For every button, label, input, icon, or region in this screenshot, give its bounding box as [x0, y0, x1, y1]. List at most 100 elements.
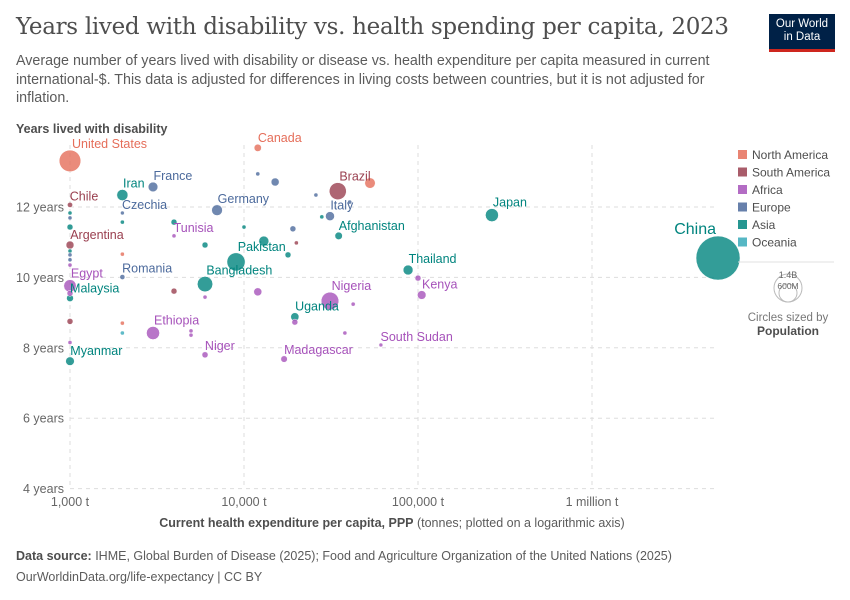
size-legend-large-label: 1.4B [779, 270, 798, 280]
legend-swatch [738, 185, 747, 194]
data-point[interactable] [284, 251, 292, 259]
data-point-canada[interactable] [253, 143, 262, 152]
x-tick-label: 10,000 t [221, 495, 267, 509]
data-point-nigeria[interactable] [320, 291, 340, 311]
legend-swatch [738, 167, 747, 177]
data-point[interactable] [414, 274, 422, 282]
data-point[interactable] [120, 219, 125, 225]
data-source-text: IHME, Global Burden of Disease (2025); F… [91, 549, 672, 563]
data-point-tunisia[interactable] [171, 233, 177, 239]
point-label: Canada [258, 131, 302, 145]
data-point[interactable] [67, 248, 73, 254]
y-tick-label: 8 years [23, 341, 64, 355]
data-point[interactable] [67, 262, 73, 268]
legend-item-asia[interactable]: Asia [738, 218, 776, 232]
data-point-myanmar[interactable] [65, 356, 75, 366]
data-point-ethiopia[interactable] [146, 326, 160, 340]
point-label: Kenya [422, 278, 457, 292]
owid-logo[interactable]: Our World in Data [769, 14, 835, 52]
point-label: Thailand [409, 252, 457, 266]
data-point[interactable] [347, 199, 352, 205]
point-label: Germany [218, 192, 270, 206]
data-point-pakistan[interactable] [226, 252, 246, 272]
data-point[interactable] [120, 251, 125, 257]
data-point[interactable] [319, 214, 325, 220]
data-point[interactable] [313, 192, 319, 198]
point-label: Pakistan [238, 240, 286, 254]
data-point-afghanistan[interactable] [334, 231, 343, 240]
point-label: Czechia [122, 198, 167, 212]
data-point[interactable] [120, 320, 125, 326]
legend-swatch [738, 220, 747, 229]
data-point-chile[interactable] [67, 202, 73, 208]
data-point-italy[interactable] [325, 211, 335, 221]
data-point-madagascar[interactable] [280, 355, 288, 363]
point-label: Bangladesh [206, 263, 272, 277]
legend-label: Africa [752, 183, 783, 197]
data-point[interactable] [67, 252, 73, 258]
data-point[interactable] [202, 294, 208, 300]
legend-item-north-america[interactable]: North America [738, 148, 828, 162]
data-point-niger[interactable] [201, 351, 209, 359]
data-point[interactable] [258, 235, 270, 247]
data-point-bangladesh[interactable] [197, 276, 213, 293]
data-point[interactable] [66, 318, 74, 325]
point-label: Egypt [71, 267, 103, 281]
data-point[interactable] [289, 225, 297, 233]
data-point[interactable] [66, 223, 74, 231]
point-label: Madagascar [284, 343, 353, 357]
point-label: South Sudan [380, 330, 452, 344]
y-tick-label: 4 years [23, 482, 64, 496]
data-point-south-sudan[interactable] [378, 342, 384, 348]
data-point[interactable] [188, 328, 194, 334]
point-label: Japan [493, 196, 527, 210]
license-link[interactable]: OurWorldinData.org/life-expectancy | CC … [16, 570, 263, 584]
data-point-kenya[interactable] [417, 290, 427, 300]
data-point[interactable] [67, 210, 73, 216]
data-point-iran[interactable] [116, 189, 129, 201]
data-point[interactable] [201, 241, 209, 249]
legend-swatch [738, 150, 747, 159]
data-point-brazil[interactable] [329, 182, 347, 200]
data-point[interactable] [270, 177, 280, 187]
data-point[interactable] [364, 177, 376, 189]
data-point-thailand[interactable] [402, 264, 414, 276]
data-point[interactable] [67, 257, 73, 263]
data-point-japan[interactable] [485, 208, 499, 222]
data-point[interactable] [67, 215, 73, 221]
data-point-france[interactable] [147, 181, 159, 193]
data-point[interactable] [67, 340, 73, 345]
chart-subtitle: Average number of years lived with disab… [16, 53, 710, 106]
data-point[interactable] [350, 301, 356, 307]
legend-item-south-america[interactable]: South America [738, 166, 830, 180]
data-point[interactable] [66, 290, 74, 297]
data-point[interactable] [253, 287, 263, 297]
data-point-czechia[interactable] [120, 210, 125, 216]
data-point-china[interactable] [695, 235, 741, 281]
data-point[interactable] [120, 330, 125, 336]
data-point-united-states[interactable] [58, 149, 82, 172]
y-tick-label: 10 years [16, 271, 64, 285]
data-point-germany[interactable] [211, 204, 223, 216]
data-point[interactable] [188, 332, 194, 338]
x-axis-label: Current health expenditure per capita, P… [159, 516, 624, 530]
data-point[interactable] [291, 318, 299, 326]
x-tick-label: 1,000 t [51, 495, 90, 509]
point-label: Iran [123, 176, 145, 190]
data-point[interactable] [170, 218, 178, 226]
point-label: Chile [70, 189, 99, 203]
point-label: France [153, 169, 192, 183]
data-point[interactable] [342, 330, 348, 336]
data-points [58, 143, 741, 366]
legend-item-oceania[interactable]: Oceania [738, 236, 797, 250]
data-point[interactable] [255, 171, 261, 177]
point-label: Afghanistan [339, 219, 405, 233]
data-point-argentina[interactable] [65, 240, 75, 250]
legend-item-africa[interactable]: Africa [738, 183, 783, 197]
data-point[interactable] [170, 287, 178, 295]
data-point-romania[interactable] [119, 274, 126, 280]
legend-item-europe[interactable]: Europe [738, 201, 791, 215]
data-point[interactable] [241, 224, 247, 230]
data-point[interactable] [294, 240, 299, 246]
legend: North America South America Africa Europe As… [738, 148, 834, 338]
